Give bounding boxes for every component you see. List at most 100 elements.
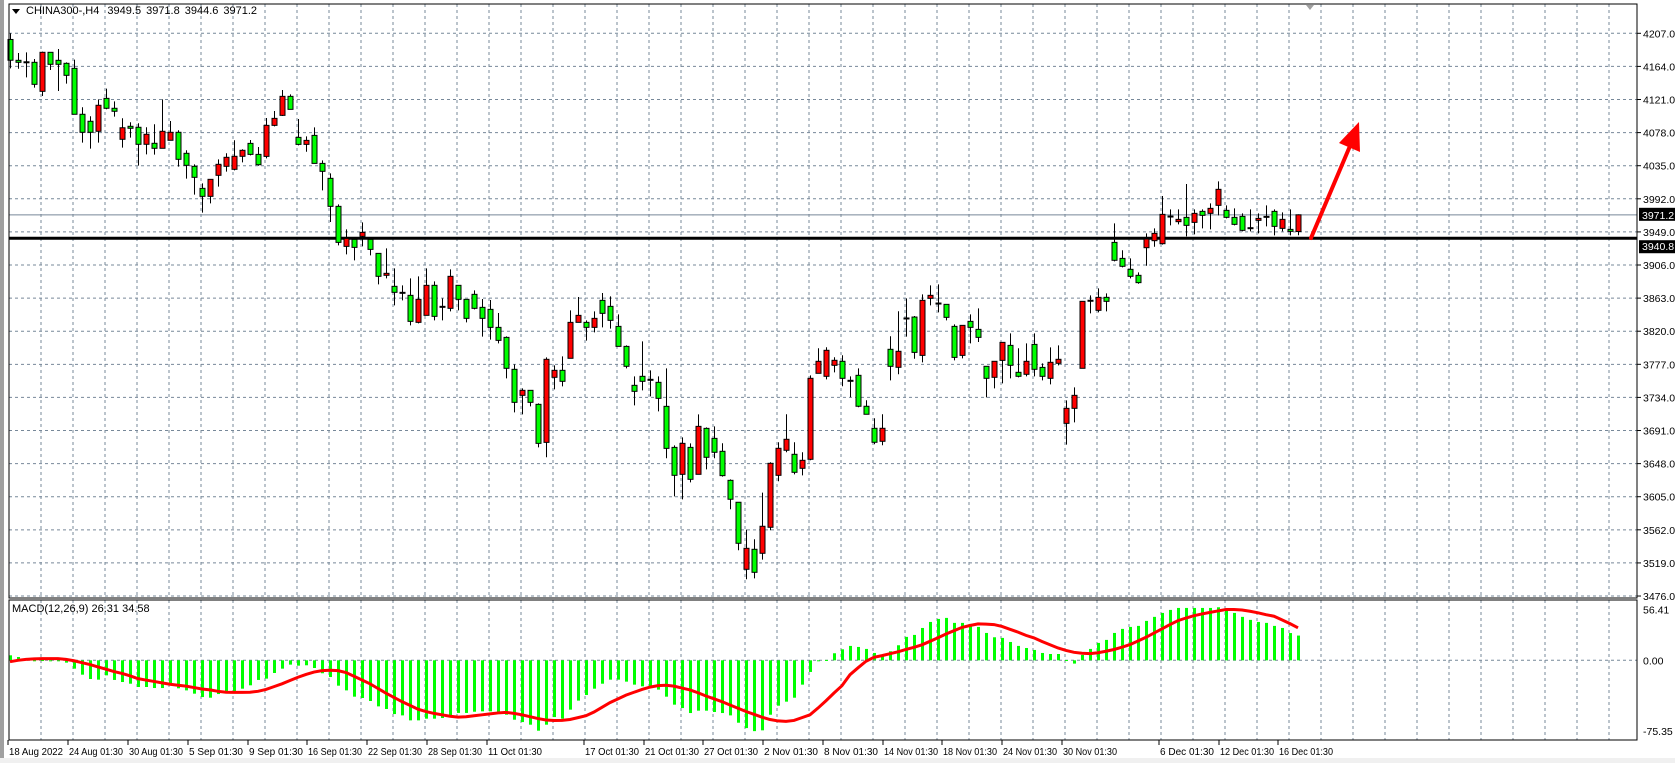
candle-body-bear — [719, 450, 726, 477]
candle — [967, 314, 974, 344]
candle — [1247, 209, 1254, 232]
dropdown-triangle-icon[interactable] — [12, 8, 20, 14]
candle — [527, 389, 534, 407]
macd-histogram-bar — [649, 660, 652, 687]
price-axis-label: 3992.0 — [1643, 194, 1675, 206]
candle-body-bull — [543, 358, 550, 443]
candle-body-bull — [119, 127, 126, 140]
candle — [455, 284, 462, 311]
candle-body-bull — [895, 350, 902, 368]
candle — [1071, 387, 1078, 423]
macd-histogram-bar — [433, 660, 436, 719]
candle — [807, 375, 814, 461]
candle-body-bear — [311, 134, 318, 164]
macd-histogram-bar — [377, 660, 380, 707]
candle — [607, 296, 614, 329]
candle-body-bear — [1119, 257, 1126, 267]
annotations — [1306, 5, 1360, 240]
candle — [1103, 293, 1110, 312]
candle — [199, 183, 206, 213]
candle-body-bear — [1231, 216, 1238, 225]
main-panel-border — [8, 3, 1638, 599]
macd-histogram-bar — [1017, 645, 1020, 661]
price-axis-label: 3863.0 — [1643, 293, 1675, 305]
candle-body-bear — [439, 305, 446, 308]
candle-body-bear — [511, 368, 518, 403]
candle — [959, 324, 966, 359]
candle-body-bull — [959, 324, 966, 356]
candle-body-bull — [143, 133, 150, 145]
macd-histogram-bar — [1057, 654, 1060, 661]
macd-histogram-bar — [777, 660, 780, 706]
macd-histogram-bar — [641, 660, 644, 687]
candle — [95, 99, 102, 143]
macd-histogram-bar — [129, 660, 132, 684]
candle-body-bull — [263, 124, 270, 157]
macd-histogram-bar — [329, 660, 332, 678]
red-arrow-shaft — [1309, 144, 1352, 240]
macd-histogram-bar — [1241, 616, 1244, 661]
candle-body-bear — [727, 479, 734, 500]
candle-body-bear — [295, 136, 302, 145]
candle — [623, 345, 630, 369]
candle — [1191, 209, 1198, 235]
candle-body-bull — [695, 425, 702, 475]
macd-histogram-bar — [849, 645, 852, 661]
macd-histogram-bar — [369, 660, 372, 702]
candle-body-bear — [495, 326, 502, 341]
candle — [431, 281, 438, 321]
candle-body-bull — [343, 237, 350, 247]
price-axis-label: 3519.0 — [1643, 558, 1675, 570]
candle-body-bull — [1095, 296, 1102, 311]
time-axis-label: 11 Oct 01:30 — [488, 746, 542, 758]
macd-histogram-bar — [1121, 628, 1124, 661]
macd-histogram-bar — [601, 660, 604, 684]
chart-canvas[interactable]: 4207.0 4164.0 4121.0 4078.0 4035.0 3992.0 3949… — [4, 0, 1675, 758]
candle — [215, 159, 222, 187]
candle-body-bear — [487, 308, 494, 328]
candle — [1143, 233, 1150, 266]
macd-histogram-bar — [273, 660, 276, 673]
candle-body-bull — [591, 317, 598, 328]
candle-body-bear — [623, 345, 630, 367]
candle-body-bear — [751, 548, 758, 573]
time-axis-label: 27 Oct 01:30 — [704, 746, 758, 758]
candle-body-bear — [399, 291, 406, 294]
candle — [647, 370, 654, 397]
macd-histogram-bar — [425, 660, 428, 719]
macd-histogram-bar — [225, 660, 228, 693]
time-axis-label: 16 Sep 01:30 — [308, 746, 362, 758]
candle — [239, 149, 246, 163]
candle — [463, 298, 470, 323]
candle-body-bull — [1191, 212, 1198, 223]
candle — [191, 164, 198, 195]
candle — [679, 437, 686, 500]
candle — [767, 462, 774, 531]
macd-histogram-bar — [1025, 647, 1028, 661]
candle — [999, 341, 1006, 384]
macd-histogram-bar — [313, 660, 316, 669]
candle-body-bull — [1167, 215, 1174, 218]
candle — [287, 94, 294, 110]
macd-histogram-bar — [113, 660, 116, 680]
candle-body-bear — [887, 348, 894, 367]
price-axis-label: 3949.0 — [1643, 227, 1675, 239]
candle-body-bear — [647, 378, 654, 381]
candle — [663, 368, 670, 459]
candle-body-bull — [1175, 218, 1182, 223]
candle — [799, 452, 806, 476]
candle — [1239, 213, 1246, 232]
candle — [311, 127, 318, 164]
signal-value: 34.58 — [122, 603, 150, 615]
candle — [1015, 348, 1022, 378]
time-axis-label: 12 Dec 01:30 — [1220, 746, 1274, 758]
candle — [871, 418, 878, 445]
macd-histogram-bar — [1041, 652, 1044, 661]
candle-body-bull — [519, 389, 526, 396]
candle — [375, 252, 382, 285]
candle — [343, 229, 350, 255]
candle — [903, 298, 910, 337]
candle-body-bear — [31, 61, 38, 85]
macd-histogram-bar — [961, 622, 964, 661]
